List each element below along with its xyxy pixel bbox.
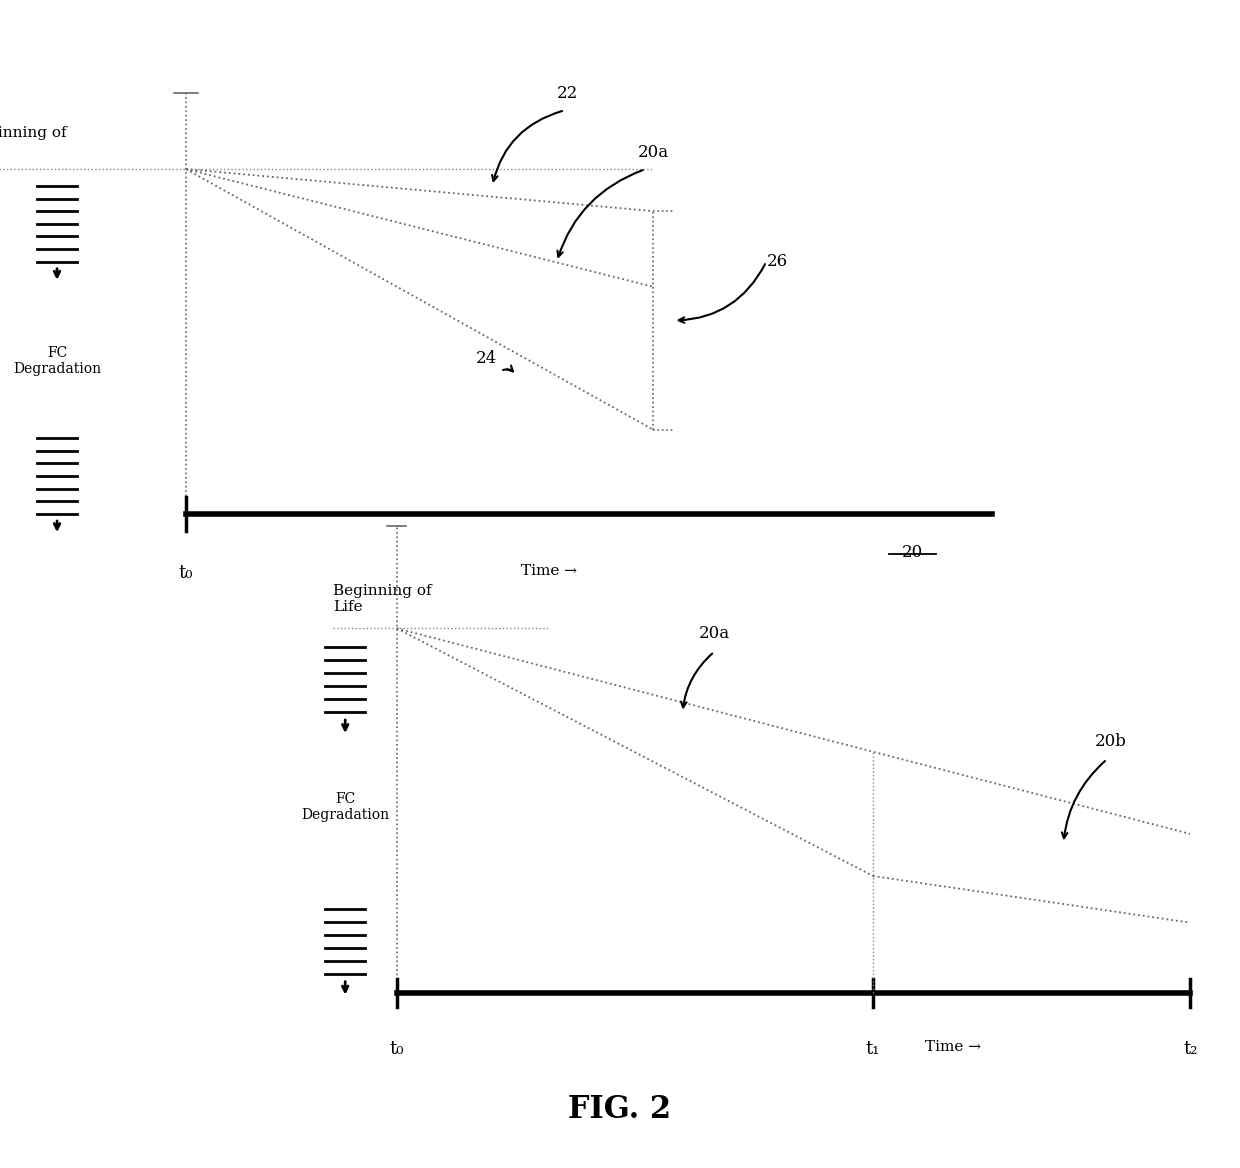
Text: 20a: 20a bbox=[637, 144, 668, 161]
Text: 20: 20 bbox=[901, 544, 924, 562]
Text: 20a: 20a bbox=[698, 625, 729, 642]
Text: FIG. 2: FIG. 2 bbox=[568, 1094, 672, 1125]
Text: t₂: t₂ bbox=[1183, 1040, 1198, 1057]
Text: t₀: t₀ bbox=[179, 564, 193, 583]
Text: t₀: t₀ bbox=[389, 1040, 404, 1057]
Text: t₁: t₁ bbox=[866, 1040, 880, 1057]
Text: Time →: Time → bbox=[925, 1040, 981, 1054]
Text: Beginning of
Life: Beginning of Life bbox=[0, 126, 67, 157]
Text: 20b: 20b bbox=[1095, 732, 1127, 750]
Text: 26: 26 bbox=[766, 253, 787, 270]
Text: Time →: Time → bbox=[521, 564, 577, 578]
Text: 24: 24 bbox=[476, 349, 497, 367]
Text: Beginning of
Life: Beginning of Life bbox=[334, 584, 432, 614]
Text: 22: 22 bbox=[557, 85, 578, 102]
Text: FC
Degradation: FC Degradation bbox=[301, 792, 389, 822]
Text: FC
Degradation: FC Degradation bbox=[12, 346, 102, 376]
